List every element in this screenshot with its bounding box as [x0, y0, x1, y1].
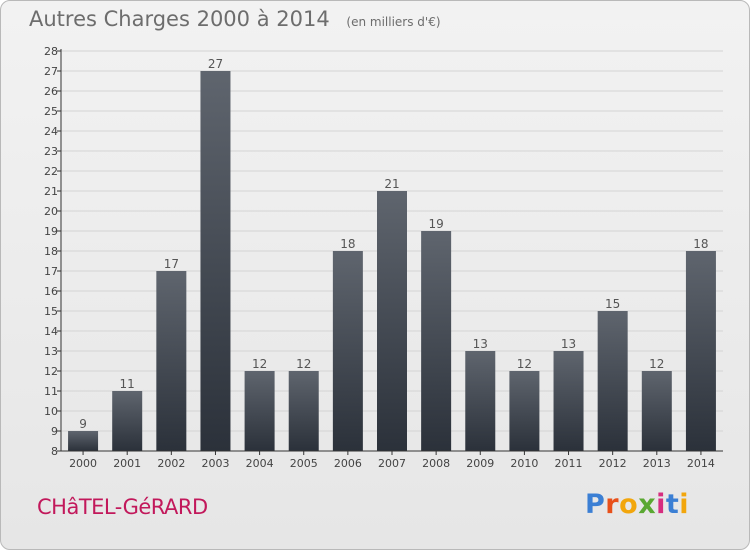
y-tick-label: 10	[44, 405, 58, 418]
bar-value-label: 27	[208, 57, 223, 71]
bar-value-label: 12	[296, 357, 311, 371]
bar	[641, 371, 672, 451]
bar	[200, 71, 231, 451]
logo-letter: r	[605, 489, 620, 520]
bar-value-label: 12	[517, 357, 532, 371]
chart-subtitle: (en milliers d'€)	[346, 15, 441, 29]
x-tick-label: 2010	[510, 457, 538, 470]
y-tick-label: 20	[44, 205, 58, 218]
bar-value-label: 9	[79, 417, 87, 431]
bar-value-label: 19	[428, 217, 443, 231]
x-tick-label: 2007	[378, 457, 406, 470]
bar	[377, 191, 407, 451]
chart-title: Autres Charges 2000 à 2014	[29, 7, 330, 31]
logo-letter: x	[638, 489, 657, 520]
x-tick-label: 2012	[599, 457, 627, 470]
logo-letter: i	[679, 489, 690, 520]
y-tick-label: 22	[44, 165, 58, 178]
bar	[597, 311, 628, 451]
bar	[244, 371, 275, 451]
bar	[465, 351, 496, 451]
x-tick-label: 2002	[157, 457, 185, 470]
logo-letter: i	[656, 489, 666, 520]
bar	[509, 371, 540, 451]
x-tick-label: 2014	[687, 457, 715, 470]
x-tick-label: 2011	[555, 457, 583, 470]
logo-letter: P	[585, 489, 606, 520]
x-tick-label: 2013	[643, 457, 671, 470]
y-tick-label: 16	[44, 285, 58, 298]
y-tick-label: 15	[44, 305, 58, 318]
bar	[685, 251, 716, 451]
bar	[68, 431, 99, 451]
labels: 8 9 10 11 12 13 14 15 16 17 18 19 20 21 22 23 24 25 26 27 28…	[44, 45, 715, 470]
x-tick-label: 2008	[422, 457, 450, 470]
y-tick-label: 27	[44, 65, 58, 78]
y-tick-label: 11	[44, 385, 58, 398]
logo-letter: t	[665, 489, 680, 520]
x-tick-label: 2005	[290, 457, 318, 470]
y-tick-label: 19	[44, 225, 58, 238]
bar	[156, 271, 187, 451]
x-tick-label: 2000	[69, 457, 97, 470]
bar-value-label: 17	[164, 257, 179, 271]
commune-name: CHâTEL-GéRARD	[37, 495, 208, 519]
y-tick-label: 24	[44, 125, 58, 138]
y-tick-label: 8	[51, 445, 58, 458]
x-tick-label: 2003	[201, 457, 229, 470]
bar-value-label: 12	[252, 357, 267, 371]
bar-value-label: 21	[384, 177, 399, 191]
logo-letter: o	[619, 489, 639, 520]
bar	[421, 231, 452, 451]
bar-value-label: 12	[649, 357, 664, 371]
y-tick-label: 13	[44, 345, 58, 358]
proxiti-logo: Proxiti	[585, 489, 689, 520]
x-tick-label: 2009	[466, 457, 494, 470]
bar	[332, 251, 363, 451]
bar-value-label: 13	[473, 337, 488, 351]
bar	[288, 371, 319, 451]
y-tick-label: 17	[44, 265, 58, 278]
y-tick-label: 14	[44, 325, 58, 338]
bar-value-label: 11	[120, 377, 135, 391]
y-tick-label: 25	[44, 105, 58, 118]
y-tick-label: 18	[44, 245, 58, 258]
bar-value-label: 18	[340, 237, 355, 251]
bar	[553, 351, 584, 451]
bar-value-label: 13	[561, 337, 576, 351]
x-tick-label: 2001	[113, 457, 141, 470]
x-tick-label: 2004	[246, 457, 274, 470]
bar-value-label: 18	[693, 237, 708, 251]
y-tick-label: 26	[44, 85, 58, 98]
axes	[57, 49, 723, 455]
bars	[68, 71, 716, 451]
y-tick-label: 21	[44, 185, 58, 198]
y-tick-label: 12	[44, 365, 58, 378]
chart-title-row: Autres Charges 2000 à 2014 (en milliers …	[29, 7, 441, 31]
y-tick-label: 28	[44, 45, 58, 58]
y-tick-label: 23	[44, 145, 58, 158]
x-tick-label: 2006	[334, 457, 362, 470]
bar-value-label: 15	[605, 297, 620, 311]
bar	[112, 391, 143, 451]
y-tick-label: 9	[51, 425, 58, 438]
